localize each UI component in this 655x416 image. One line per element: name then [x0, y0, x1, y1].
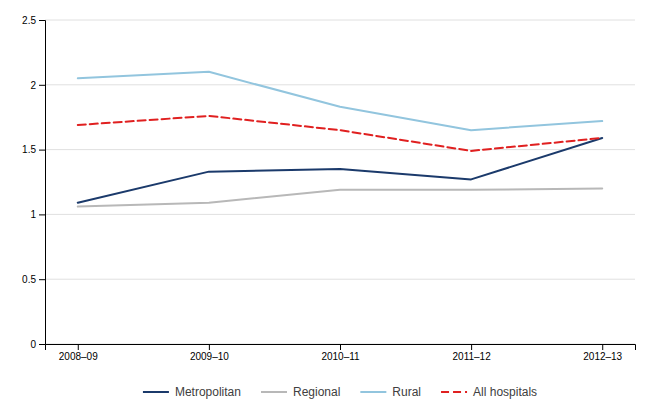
series-line	[78, 138, 602, 203]
grid-line	[45, 84, 635, 85]
grid	[45, 20, 635, 344]
x-tick-label: 2010–11	[321, 351, 360, 362]
x-tick: 2008–09	[59, 344, 98, 362]
y-axis: 0 0.5 1 1.5 2 2.5	[22, 15, 45, 350]
legend-item: Rural	[360, 385, 421, 399]
y-tick-label: 1.5	[22, 144, 36, 155]
x-tick-label: 2008–09	[59, 351, 98, 362]
legend-swatch	[143, 391, 169, 393]
x-tick-mark	[209, 344, 210, 350]
y-tick-mark	[39, 344, 45, 345]
y-tick-mark	[39, 85, 45, 86]
chart-container: 2008–09 2009–10 2010–11 2011–12 2012–13 0 0.5 1…	[0, 0, 655, 416]
grid-line	[45, 214, 635, 215]
x-tick: 2010–11	[321, 344, 360, 362]
x-tick-mark	[78, 344, 79, 350]
legend-swatch	[261, 391, 287, 393]
y-tick: 2	[30, 80, 45, 91]
series-line	[78, 188, 602, 206]
x-axis: 2008–09 2009–10 2010–11 2011–12 2012–13	[46, 344, 636, 362]
x-tick-mark	[340, 344, 341, 350]
legend-item: Regional	[261, 385, 340, 399]
x-tick-mark	[471, 344, 472, 350]
grid-line	[45, 149, 635, 150]
y-tick-label: 1	[30, 209, 36, 220]
y-axis-line	[39, 21, 46, 345]
x-tick-label: 2012–13	[583, 351, 622, 362]
grid-line	[45, 279, 635, 280]
x-axis-line	[46, 345, 636, 351]
y-tick-mark	[39, 150, 45, 151]
y-tick: 2.5	[22, 15, 45, 26]
y-tick-label: 2.5	[22, 15, 36, 26]
legend-label: Regional	[293, 385, 340, 399]
plot-area: 2008–09 2009–10 2010–11 2011–12 2012–13 0 0.5 1…	[22, 15, 635, 362]
legend-label: Rural	[392, 385, 421, 399]
chart-svg: 2008–09 2009–10 2010–11 2011–12 2012–13 0 0.5 1…	[0, 0, 655, 416]
y-tick: 1.5	[22, 144, 45, 155]
legend-label: Metropolitan	[175, 385, 241, 399]
legend: Metropolitan Regional Rural All hospitals	[143, 385, 537, 399]
y-tick: 0.5	[22, 274, 45, 285]
y-tick-mark	[39, 214, 45, 215]
series-line	[78, 116, 602, 151]
x-tick-label: 2009–10	[190, 351, 229, 362]
legend-swatch	[360, 391, 386, 393]
x-tick: 2011–12	[453, 344, 492, 362]
y-tick-label: 0	[30, 339, 36, 350]
series-line	[78, 72, 602, 130]
legend-item: Metropolitan	[143, 385, 241, 399]
x-tick: 2009–10	[190, 344, 229, 362]
x-tick: 2012–13	[583, 344, 622, 362]
legend-label: All hospitals	[473, 385, 537, 399]
y-tick-label: 0.5	[22, 274, 36, 285]
y-tick-label: 2	[30, 80, 36, 91]
legend-swatch	[441, 391, 467, 393]
x-tick-mark	[602, 344, 603, 350]
legend-item: All hospitals	[441, 385, 537, 399]
lines	[78, 72, 602, 207]
y-tick: 0	[30, 339, 45, 350]
y-tick-mark	[39, 279, 45, 280]
y-tick: 1	[30, 209, 45, 220]
y-tick-mark	[39, 20, 45, 21]
x-tick-label: 2011–12	[453, 351, 492, 362]
grid-line	[45, 20, 635, 21]
